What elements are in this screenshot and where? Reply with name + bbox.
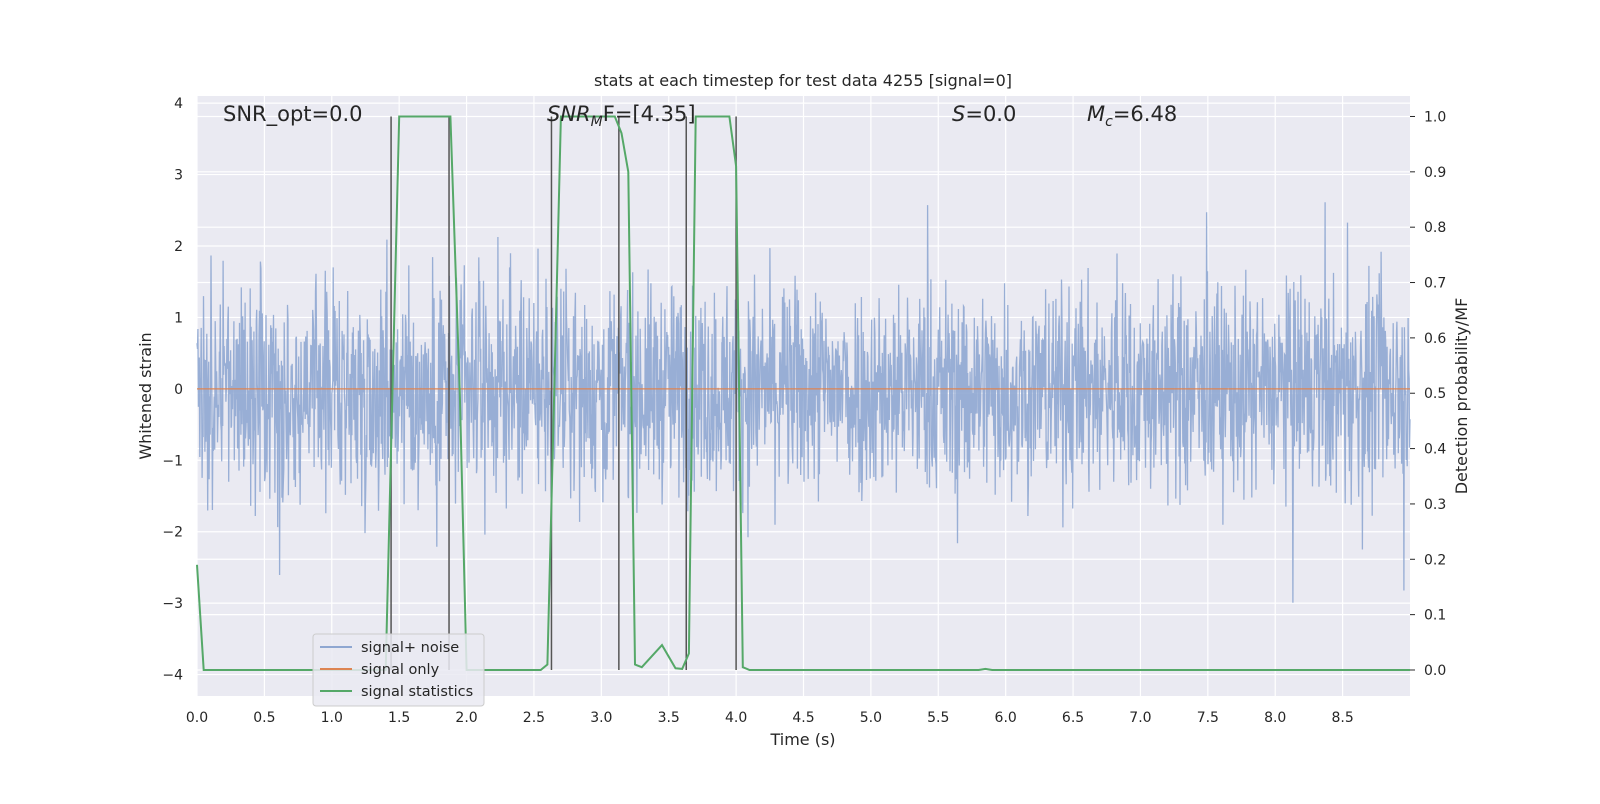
legend-label-stats: signal statistics <box>361 684 473 700</box>
annotation-snr-mf-sub: M <box>591 114 603 130</box>
x-ticks: 0.0 0.5 1.0 1.5 2.0 2.5 3.0 3.5 4.0 4.5 5.0 5.5 6.0 6… <box>186 710 1354 726</box>
x-tick-label: 4.5 <box>792 710 814 726</box>
noise-series <box>196 202 1411 603</box>
annotation-mc-sub: c <box>1105 114 1113 130</box>
annotation-snr-mf-rest: F=[4.35] <box>603 102 696 126</box>
annotation-mc-rest: =6.48 <box>1113 102 1177 126</box>
annotation-mc: Mc=6.48 <box>1087 102 1177 130</box>
annotation-snr-mf-main: SNR <box>547 102 591 126</box>
series-signal-noise <box>196 202 1411 603</box>
annotation-s-rest: =0.0 <box>965 102 1016 126</box>
y-tick-label-left: 0 <box>174 382 183 398</box>
y-tick-label-left: −2 <box>162 525 183 541</box>
y-tick-label-left: 1 <box>174 310 183 326</box>
x-tick-label: 5.0 <box>860 710 882 726</box>
x-axis-label: Time (s) <box>769 730 835 749</box>
chart-title: stats at each timestep for test data 425… <box>594 71 1012 90</box>
annotation-s: S=0.0 <box>952 102 1016 126</box>
x-tick-label: 0.5 <box>253 710 275 726</box>
y-tick-label-right: 0.0 <box>1424 663 1446 679</box>
annotation-mc-main: M <box>1087 102 1105 126</box>
y-tick-label-right: 1.0 <box>1424 109 1446 125</box>
y-ticks-left: 4 3 2 1 0 −1 −2 −3 −4 <box>162 96 183 683</box>
y-tick-label-right: 0.3 <box>1424 497 1446 513</box>
y-tick-label-right: 0.5 <box>1424 386 1446 402</box>
x-tick-label: 2.0 <box>455 710 477 726</box>
legend-label-signal: signal only <box>361 662 440 678</box>
y-axis-label-right: Detection probability/MF <box>1452 298 1471 495</box>
legend-box <box>312 633 485 707</box>
annotation-s-main: S <box>952 102 965 126</box>
y-tick-label-left: −1 <box>162 453 183 469</box>
series-signal-statistics <box>196 115 1410 671</box>
x-tick-label: 3.0 <box>590 710 612 726</box>
x-tick-label: 8.0 <box>1264 710 1286 726</box>
x-tick-label: 4.0 <box>725 710 747 726</box>
legend: signal+ noise signal only signal statist… <box>312 633 485 707</box>
stats-series <box>196 115 1410 671</box>
x-tick-label: 7.0 <box>1129 710 1151 726</box>
x-tick-label: 5.5 <box>927 710 949 726</box>
y-tick-label-right: 0.7 <box>1424 276 1446 292</box>
y-tick-label-left: 4 <box>174 96 183 112</box>
x-tick-label: 8.5 <box>1331 710 1353 726</box>
x-tick-label: 3.5 <box>658 710 680 726</box>
x-tick-label: 6.0 <box>995 710 1017 726</box>
y-tick-label-left: 2 <box>174 239 183 255</box>
y-tick-label-left: 3 <box>174 168 183 184</box>
annotation-snr-mf: SNRMF=[4.35] <box>547 102 696 130</box>
x-tick-label: 1.5 <box>388 710 410 726</box>
y-tick-label-right: 0.8 <box>1424 220 1446 236</box>
y-tick-label-right: 0.2 <box>1424 552 1446 568</box>
y-tick-label-right: 0.4 <box>1424 442 1446 458</box>
y-tick-label-left: −4 <box>162 668 183 684</box>
y-tick-label-left: −3 <box>162 596 183 612</box>
detection-markers <box>390 116 737 670</box>
y-axis-label-left: Whitened strain <box>136 332 155 459</box>
x-tick-label: 6.5 <box>1062 710 1084 726</box>
x-tick-label: 7.5 <box>1197 710 1219 726</box>
legend-label-noise: signal+ noise <box>361 640 459 656</box>
y-tick-label-right: 0.9 <box>1424 165 1446 181</box>
x-tick-label: 2.5 <box>523 710 545 726</box>
y-ticks-right: 1.0 0.9 0.8 0.7 0.6 0.5 0.4 0.3 0.2 0.1 0.0 <box>1410 109 1446 679</box>
y-tick-label-right: 0.6 <box>1424 331 1446 347</box>
x-tick-label: 0.0 <box>186 710 208 726</box>
x-tick-label: 1.0 <box>321 710 343 726</box>
y-tick-label-right: 0.1 <box>1424 608 1446 624</box>
annotation-snr-opt: SNR_opt=0.0 <box>223 102 363 127</box>
